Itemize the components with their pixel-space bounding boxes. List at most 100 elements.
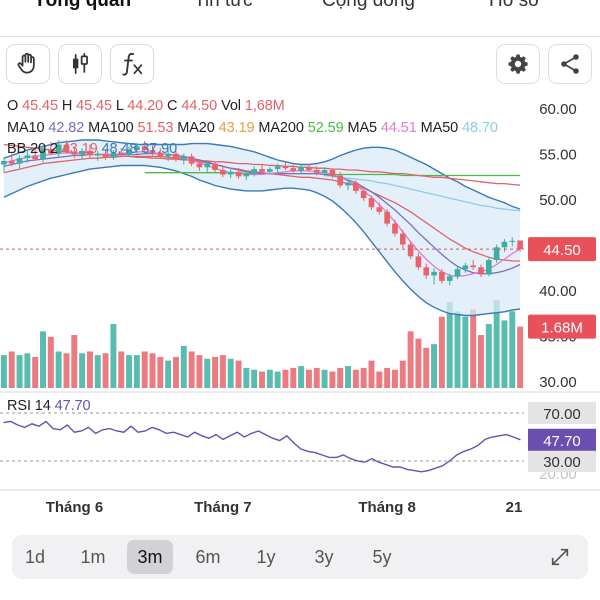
candle [126,146,132,157]
rsi-value-label: 47.70 [543,433,581,450]
period-3m[interactable]: 3m [127,540,173,574]
candle [71,146,78,159]
hand-pointer-icon [17,52,35,74]
candle-body [204,163,211,168]
candle-body [196,163,203,168]
candle [431,268,437,285]
rsi-tick-tag [528,450,596,472]
candle-body [454,269,461,277]
period-5y[interactable]: 5y [372,546,392,567]
ma50-line [324,174,521,212]
hand-pointer-button[interactable] [6,44,50,84]
top-tab-bar: Tổng quan Tin tức Cộng đồng Hồ sơ [0,0,600,20]
candle-body [501,241,508,248]
candle [118,148,125,158]
candle-body [227,171,234,175]
share-button[interactable] [548,44,592,84]
volume-bar [180,345,187,388]
candle [32,148,39,161]
candle-body [126,150,132,155]
volume-bar [86,351,93,388]
function-fx-icon [122,52,143,76]
candle-body [306,167,312,170]
volume-bar [149,353,156,388]
candle [282,161,289,170]
high-value: 45.45 [76,98,112,114]
volume-bar [219,355,226,388]
volume-bar [509,311,516,388]
candle-body [8,160,15,164]
tab-community[interactable]: Cộng đồng [322,0,415,11]
candle-body [321,170,328,173]
candle-body [485,260,492,275]
ohlc-legend: O 45.45 H 45.45 L 44.20 C 44.50 Vol 1,68… [7,98,285,114]
candle [227,169,234,179]
candle-body [415,256,422,268]
candle-body [235,171,242,177]
candle-body [337,175,344,186]
candle [290,164,297,173]
fullscreen-button[interactable] [546,543,574,571]
volume-bar [352,369,359,388]
candle-body [149,150,156,153]
volume-bar [24,353,31,388]
volume-bar [345,366,352,388]
candle [493,244,500,263]
volume-bar [126,355,133,388]
candle-body [134,146,140,150]
candle-body [517,240,523,250]
tab-news[interactable]: Tin tức [194,0,253,11]
period-3y[interactable]: 3y [314,546,334,567]
candle [79,148,85,160]
last-volume-label: 1.68M [541,320,583,337]
candle [48,141,54,156]
rsi-tick-label: 30.00 [543,454,581,471]
candle-body [353,182,359,191]
period-6m[interactable]: 6m [195,546,221,567]
chart-type-button[interactable] [58,44,102,84]
period-1m[interactable]: 1m [80,546,106,567]
volume-bar [376,371,383,388]
volume-bar [329,371,336,388]
volume-bar [446,302,453,388]
gear-icon [508,54,528,74]
volume-bar [227,358,234,388]
volume-bar [368,360,375,388]
bb-lower-value: 37.90 [141,141,178,157]
candle [251,166,257,177]
low-label: L [115,98,124,114]
candle [157,148,164,160]
tab-overview[interactable]: Tổng quan [34,0,132,11]
candle-body [251,169,257,174]
volume-bar [470,309,477,388]
candle [446,273,453,286]
ma-legend: MA10 42.82 MA100 51.53 MA20 43.19 MA200 … [7,120,498,136]
volume-bar [259,371,265,388]
period-1y[interactable]: 1y [256,546,276,567]
volume-bar [16,355,23,388]
ma-value-ma100: 51.53 [137,120,178,136]
candle-body [493,247,500,260]
price-chart[interactable]: 60.0055.0050.0040.0035.0030.0044.501.68M… [0,90,600,520]
candle [392,220,398,237]
period-1d[interactable]: 1d [24,546,46,567]
price-tick-label: 55.00 [539,147,577,164]
last-volume-tag [528,314,596,339]
last-price-tag [528,237,596,262]
settings-button[interactable] [496,44,540,84]
candle-body [259,169,265,172]
indicator-button[interactable] [110,44,154,84]
tab-profile[interactable]: Hồ sơ [489,0,541,11]
x-tick-label: Tháng 6 [46,499,104,516]
candle-body [212,163,218,170]
volume-bar [94,355,101,388]
candle-body [407,244,414,257]
candle [337,171,344,189]
candle [134,142,140,154]
candle [141,140,148,152]
volume-bar [274,371,281,388]
candle-body [509,240,516,242]
volume-bar [454,311,461,388]
rsi-pane-bg [0,395,524,485]
volume-bar [235,360,242,388]
